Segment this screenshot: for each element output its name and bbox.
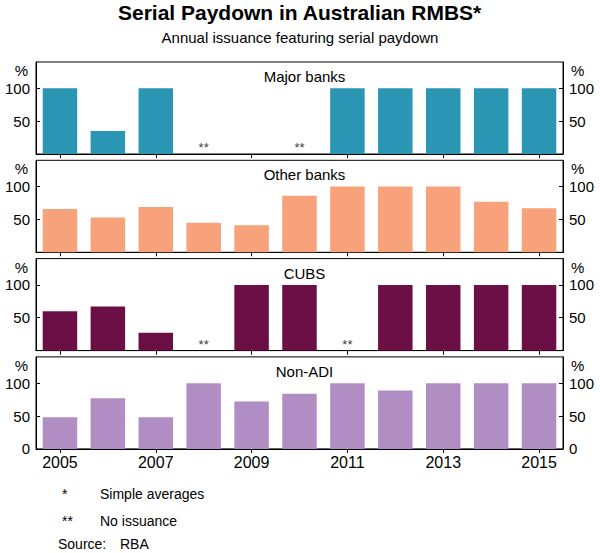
svg-text:100: 100	[569, 276, 594, 293]
svg-text:Non-ADI: Non-ADI	[276, 363, 334, 380]
svg-text:100: 100	[5, 276, 30, 293]
svg-text:Simple averages: Simple averages	[100, 486, 204, 502]
svg-text:No issuance: No issuance	[100, 513, 177, 529]
svg-text:50: 50	[569, 113, 586, 130]
svg-text:**: **	[342, 337, 352, 352]
svg-text:2011: 2011	[330, 454, 365, 471]
svg-text:100: 100	[569, 80, 594, 97]
svg-text:%: %	[571, 62, 584, 79]
svg-text:100: 100	[569, 375, 594, 392]
svg-text:2009: 2009	[234, 454, 270, 471]
svg-text:0: 0	[569, 440, 577, 457]
svg-text:RBA: RBA	[120, 536, 149, 552]
svg-text:2015: 2015	[521, 454, 557, 471]
svg-text:Serial Paydown in Australian R: Serial Paydown in Australian RMBS*	[118, 1, 482, 24]
svg-text:**: **	[294, 140, 304, 155]
svg-text:100: 100	[5, 178, 30, 195]
svg-text:**: **	[199, 337, 209, 352]
svg-text:%: %	[15, 259, 28, 276]
svg-text:%: %	[15, 160, 28, 177]
svg-text:2007: 2007	[138, 454, 174, 471]
svg-text:100: 100	[569, 178, 594, 195]
svg-text:50: 50	[13, 309, 30, 326]
svg-text:50: 50	[13, 211, 30, 228]
svg-text:Major banks: Major banks	[264, 68, 346, 85]
svg-text:*: *	[62, 486, 68, 502]
svg-text:%: %	[571, 357, 584, 374]
svg-text:CUBS: CUBS	[284, 265, 326, 282]
svg-text:100: 100	[5, 80, 30, 97]
svg-text:%: %	[15, 62, 28, 79]
svg-text:**: **	[199, 140, 209, 155]
svg-text:50: 50	[569, 309, 586, 326]
svg-text:Source:: Source:	[58, 536, 106, 552]
svg-text:%: %	[571, 259, 584, 276]
svg-text:0: 0	[22, 440, 30, 457]
svg-text:50: 50	[569, 211, 586, 228]
svg-text:Other banks: Other banks	[264, 166, 346, 183]
svg-text:%: %	[15, 357, 28, 374]
svg-text:**: **	[62, 513, 73, 529]
svg-text:2013: 2013	[425, 454, 461, 471]
svg-text:50: 50	[569, 408, 586, 425]
svg-text:50: 50	[13, 408, 30, 425]
svg-text:2005: 2005	[42, 454, 78, 471]
svg-text:100: 100	[5, 375, 30, 392]
svg-text:Annual issuance featuring seri: Annual issuance featuring serial paydown	[162, 29, 439, 46]
svg-text:%: %	[571, 160, 584, 177]
svg-text:50: 50	[13, 113, 30, 130]
